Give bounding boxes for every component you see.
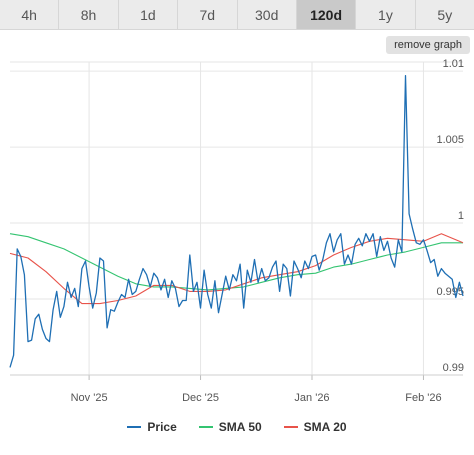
x-tick-label: Nov '25	[71, 392, 108, 404]
legend-swatch	[198, 426, 213, 428]
y-tick-label: 0.99	[443, 362, 464, 374]
y-tick-label: 1.005	[436, 134, 464, 146]
legend-item-sma50[interactable]: SMA 50	[198, 420, 262, 434]
tab-120d[interactable]: 120d	[296, 0, 357, 29]
x-tick-label: Feb '26	[405, 392, 441, 404]
x-tick-label: Dec '25	[182, 392, 219, 404]
tab-1y[interactable]: 1y	[356, 0, 416, 29]
tab-4h[interactable]: 4h	[0, 0, 60, 29]
tab-5y[interactable]: 5y	[437, 6, 453, 23]
legend-swatch	[283, 426, 298, 428]
series-line-sma50	[9, 233, 463, 291]
chart-legend: Price SMA 50 SMA 20	[0, 420, 474, 434]
timeframe-tabs: 4h 8h 1d 7d 30d 120d 1y 5y	[0, 0, 474, 30]
legend-item-price[interactable]: Price	[127, 420, 177, 434]
series-line-sma20	[9, 233, 464, 305]
y-tick-label: 0.995	[436, 286, 464, 298]
x-tick-label: Jan '26	[294, 392, 329, 404]
y-tick-label: 1.01	[443, 58, 464, 70]
legend-label: Price	[147, 420, 177, 434]
tab-1d[interactable]: 1d	[119, 0, 179, 29]
y-tick-label: 1	[458, 210, 464, 222]
tab-7d[interactable]: 7d	[178, 0, 238, 29]
legend-swatch	[127, 426, 142, 428]
legend-label: SMA 20	[303, 420, 347, 434]
legend-item-sma20[interactable]: SMA 20	[283, 420, 347, 434]
remove-graph-button[interactable]: remove graph	[386, 36, 470, 54]
series-line-price	[9, 75, 464, 368]
legend-label: SMA 50	[218, 420, 262, 434]
tab-30d[interactable]: 30d	[238, 0, 297, 29]
tab-8h[interactable]: 8h	[59, 0, 119, 29]
